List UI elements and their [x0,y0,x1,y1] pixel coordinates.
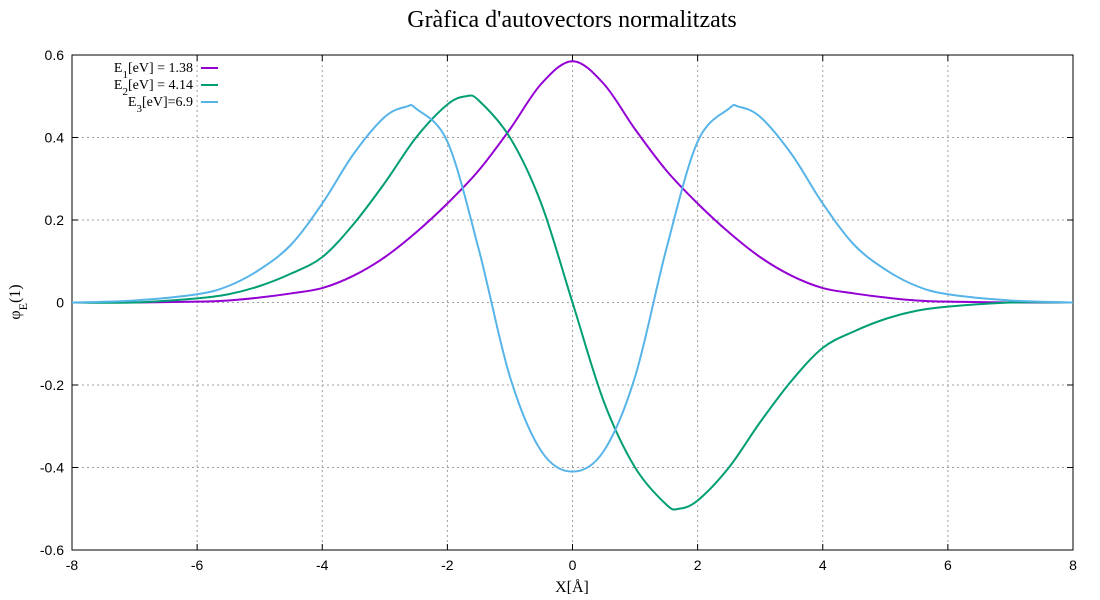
x-tick-label: 6 [944,557,952,573]
y-tick-label: 0.4 [45,130,65,146]
y-tick-label: -0.4 [40,460,64,476]
x-tick-label: -4 [316,557,329,573]
series-line-3 [71,103,1074,473]
legend-label-3: E3[eV]=6.9 [128,95,193,115]
series-line-2 [71,94,1074,511]
chart-title: Gràfica d'autovectors normalitzats [407,7,737,33]
legend-label-1: E1[eV] = 1.38 [114,61,193,81]
y-tick-label: -0.2 [40,377,64,393]
x-tick-label: -8 [66,557,79,573]
x-tick-label: 0 [569,557,577,573]
x-tick-label: 4 [819,557,827,573]
y-tick-label: 0.2 [45,212,65,228]
x-tick-label: 2 [694,557,702,573]
x-axis-label: X[Å] [555,578,589,596]
series-line-1 [71,60,1074,304]
svg-text:φE(1): φE(1) [7,284,30,319]
series-group [71,60,1074,511]
x-tick-label: -6 [191,557,204,573]
ticks: -8 -6 -4 -2 0 2 4 6 8 -0.6 -0.4 -0.2 0 0.2 0.4 0.6 [40,47,1077,573]
y-tick-label: 0 [56,295,64,311]
y-axis-label-main: φ [7,310,24,319]
legend-label-2: E2[eV] = 4.14 [114,78,193,98]
y-axis-label-sub: E [16,303,30,310]
y-axis-label: φE(1) [7,284,30,319]
y-axis-label-suffix: (1) [7,284,24,303]
x-tick-label: -2 [441,557,454,573]
x-tick-label: 8 [1069,557,1077,573]
y-tick-label: 0.6 [45,47,65,63]
y-tick-label: -0.6 [40,542,64,558]
